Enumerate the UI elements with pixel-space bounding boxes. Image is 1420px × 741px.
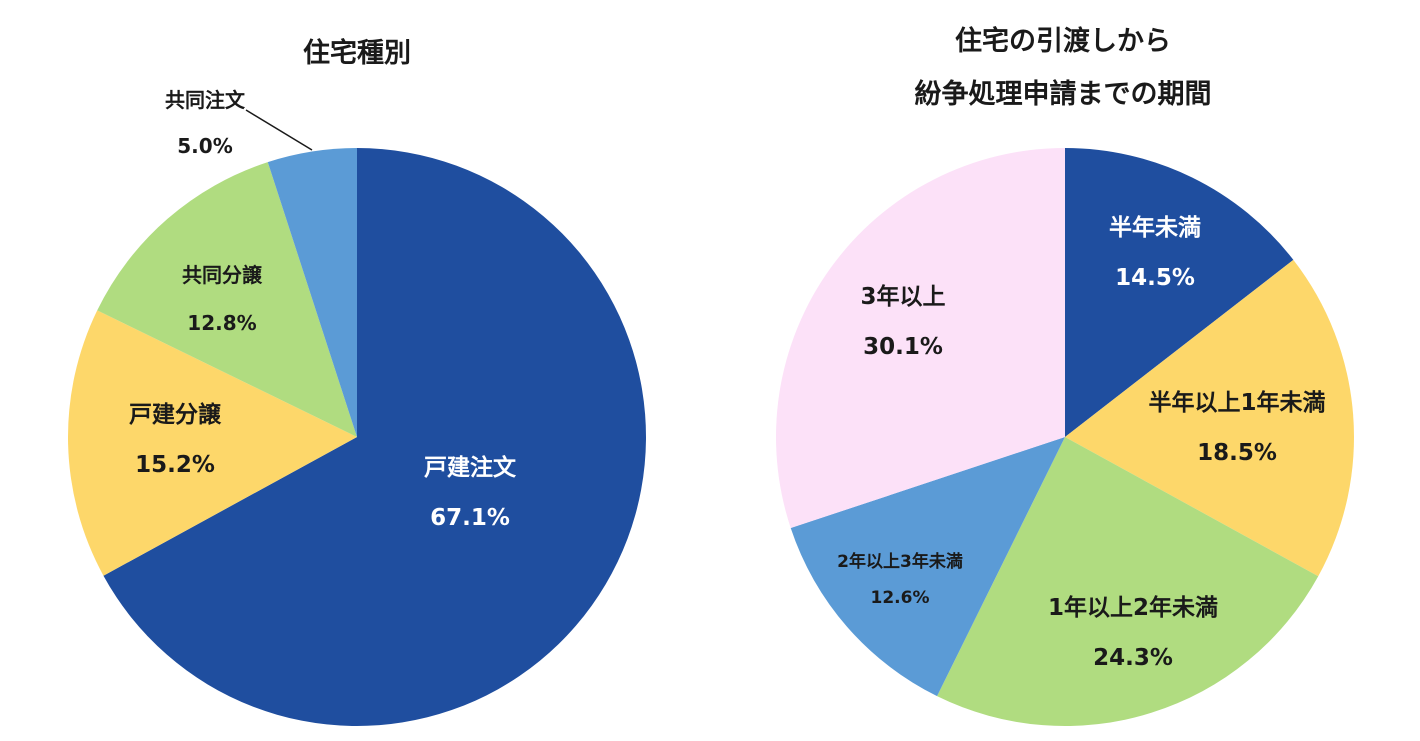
dispute-period-pie-chart: 住宅の引渡しから 紛争処理申請までの期間 半年未満 14.5% 半年以上1年未満 18… <box>776 25 1355 726</box>
pie-slice-value: 67.1% <box>430 505 510 531</box>
pie-slice-value: 15.2% <box>135 452 215 478</box>
pie-slice-1 <box>1065 148 1294 437</box>
pie-slice-value: 12.6% <box>871 588 930 608</box>
pie-slice-value: 18.5% <box>1197 440 1277 466</box>
pie-labels: 半年未満 14.5% 半年以上1年未満 18.5% 1年以上2年未満 24.3% 2年以上3… <box>837 214 1325 671</box>
pie-slices <box>776 148 1355 726</box>
pie-slice-2 <box>1065 259 1355 577</box>
pie-slice-label: 3年以上 <box>860 283 945 310</box>
pie-slice-value: 5.0% <box>177 134 232 158</box>
housing-type-pie-chart: 住宅種別 戸建注文 67.1% 戸建分譲 15.2% 共同分譲 12.8% 共同注文 5.0% <box>68 37 647 727</box>
pie-slice-3 <box>97 162 357 438</box>
pie-slice-label: 戸建注文 <box>424 454 517 481</box>
pie-slice-label: 半年未満 <box>1109 214 1201 241</box>
pie-slice-label: 半年以上1年未満 <box>1148 389 1325 416</box>
leader-line <box>245 109 313 151</box>
pie-slice-4 <box>790 437 1065 697</box>
chart-title-dispute-period-line-1: 住宅の引渡しから <box>955 25 1171 57</box>
pie-slice-label: 2年以上3年未満 <box>837 551 963 572</box>
pie-slice-label: 1年以上2年未満 <box>1048 594 1218 621</box>
pie-slice-label: 戸建分譲 <box>129 401 222 428</box>
chart-title-dispute-period-line-2: 紛争処理申請までの期間 <box>915 78 1212 110</box>
pie-slice-value: 14.5% <box>1115 265 1195 291</box>
pie-slice-value: 24.3% <box>1093 645 1173 671</box>
pie-slice-3 <box>937 437 1319 726</box>
pie-slice-value: 30.1% <box>863 334 943 360</box>
pie-labels: 戸建注文 67.1% 戸建分譲 15.2% 共同分譲 12.8% 共同注文 5.0% <box>129 88 517 531</box>
pie-slice-label: 共同注文 <box>165 88 246 112</box>
pie-slice-1 <box>103 148 647 727</box>
pie-slice-label: 共同分譲 <box>182 263 263 287</box>
pie-slice-value: 12.8% <box>187 311 256 335</box>
pie-slices <box>68 148 647 727</box>
pie-slice-2 <box>68 310 358 576</box>
chart-title-housing-type: 住宅種別 <box>303 37 411 69</box>
pie-slice-4 <box>267 148 357 437</box>
pie-slice-5 <box>776 148 1065 529</box>
